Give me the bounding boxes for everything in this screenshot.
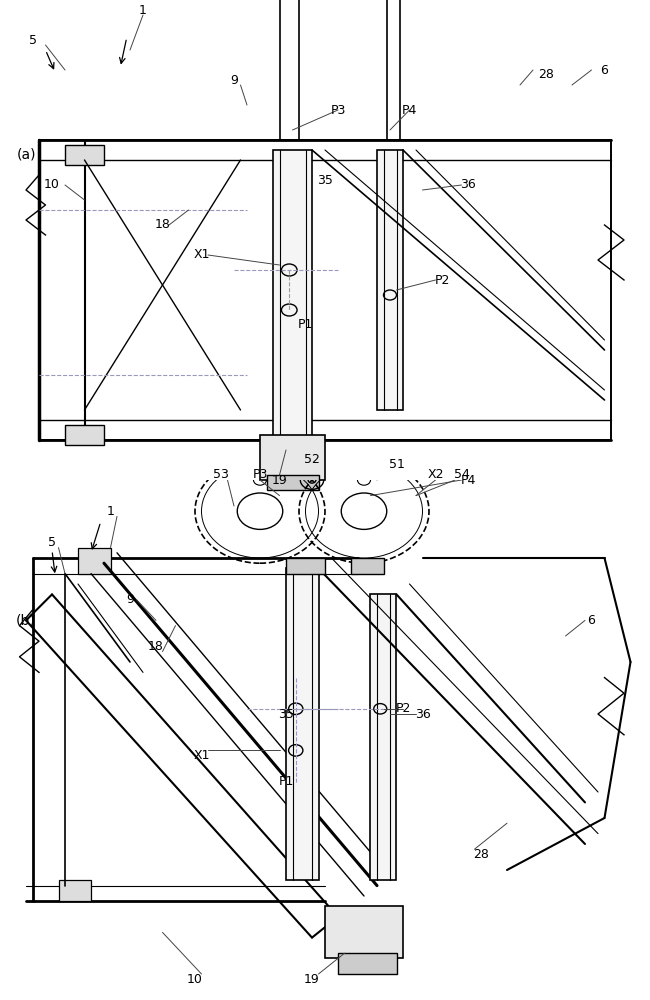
Text: X1: X1 xyxy=(193,248,210,261)
Bar xyxy=(65,145,104,165)
Text: 36: 36 xyxy=(415,708,430,720)
Text: 51: 51 xyxy=(389,458,404,471)
Bar xyxy=(286,568,318,880)
Text: P2: P2 xyxy=(395,702,411,715)
Bar xyxy=(338,953,396,974)
Text: 9: 9 xyxy=(126,593,134,606)
Text: P1: P1 xyxy=(298,318,313,332)
Bar xyxy=(351,558,383,574)
Text: 9: 9 xyxy=(230,74,238,87)
Text: 52: 52 xyxy=(304,453,320,466)
Text: 19: 19 xyxy=(272,474,287,487)
Text: 35: 35 xyxy=(278,708,294,720)
Bar xyxy=(58,880,91,901)
Bar xyxy=(273,150,312,440)
Text: 6: 6 xyxy=(588,614,595,627)
Text: 28: 28 xyxy=(473,848,489,861)
Text: P3: P3 xyxy=(330,104,346,116)
Bar xyxy=(260,435,325,480)
Text: 1: 1 xyxy=(107,505,114,518)
Text: 10: 10 xyxy=(44,178,60,192)
Text: 6: 6 xyxy=(601,64,608,77)
Text: 54: 54 xyxy=(454,468,469,481)
Text: (b): (b) xyxy=(16,613,36,627)
Text: 18: 18 xyxy=(148,640,164,653)
Text: 5: 5 xyxy=(48,536,56,549)
Bar xyxy=(370,594,396,880)
Text: 18: 18 xyxy=(155,219,170,232)
Text: 10: 10 xyxy=(187,973,203,986)
Text: 1: 1 xyxy=(139,3,147,16)
Text: P4: P4 xyxy=(402,104,417,116)
Text: 28: 28 xyxy=(538,68,554,82)
Bar xyxy=(325,906,403,958)
Text: 5: 5 xyxy=(29,33,36,46)
Text: 19: 19 xyxy=(304,973,320,986)
Bar xyxy=(65,425,104,445)
Bar xyxy=(266,475,318,490)
Text: (a): (a) xyxy=(16,148,36,162)
Text: P1: P1 xyxy=(278,775,294,788)
Bar xyxy=(39,140,611,440)
Text: P4: P4 xyxy=(460,474,476,487)
Text: X2: X2 xyxy=(427,468,444,481)
Text: 36: 36 xyxy=(460,178,476,192)
Text: P2: P2 xyxy=(434,273,450,286)
Text: X1: X1 xyxy=(193,749,210,762)
Text: 35: 35 xyxy=(317,174,333,186)
Bar xyxy=(377,150,403,410)
Bar xyxy=(286,558,325,574)
Text: 53: 53 xyxy=(213,468,229,481)
Text: P3: P3 xyxy=(252,468,268,481)
Bar xyxy=(78,548,111,574)
